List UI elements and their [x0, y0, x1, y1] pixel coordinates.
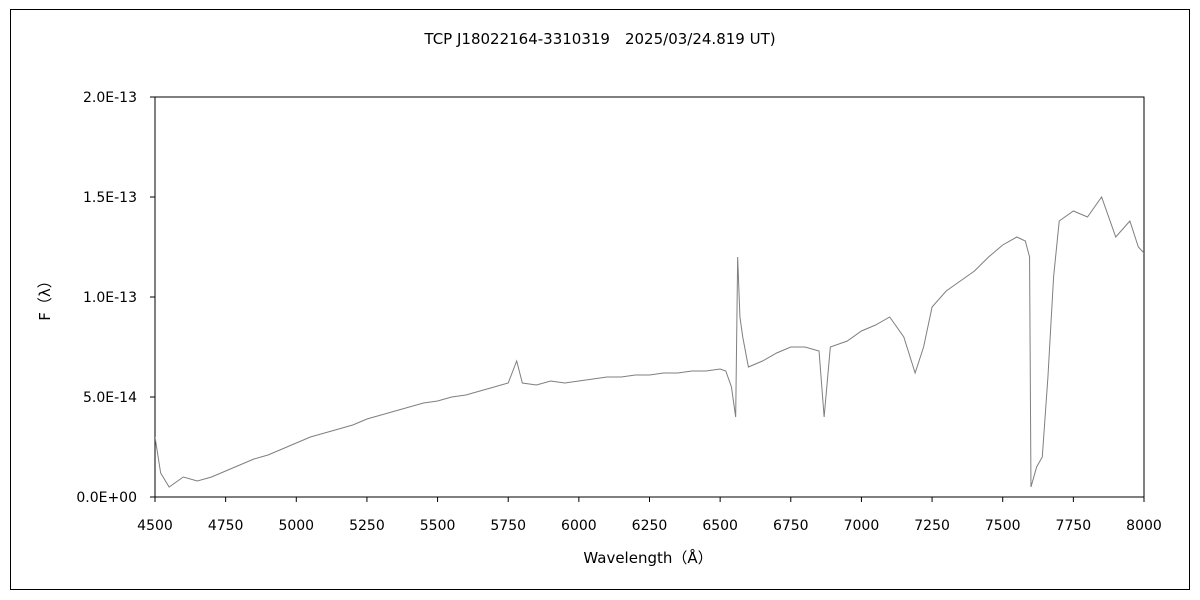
x-tick-label: 6500 [702, 518, 738, 534]
x-tick-label: 7250 [914, 518, 950, 534]
x-tick-label: 8000 [1126, 518, 1162, 534]
x-axis-label: Wavelength（Å） [583, 548, 712, 567]
x-tick-label: 5750 [490, 518, 526, 534]
x-tick-label: 6000 [561, 518, 597, 534]
x-tick-label: 5000 [278, 518, 314, 534]
y-tick-label: 1.0E-13 [83, 290, 137, 306]
x-tick-label: 6750 [773, 518, 809, 534]
y-tick-label: 1.5E-13 [83, 190, 137, 206]
x-tick-label: 5250 [349, 518, 385, 534]
chart-title: TCP J18022164-3310319 2025/03/24.819 UT) [423, 30, 775, 48]
x-tick-label: 5500 [420, 518, 456, 534]
y-tick-label: 0.0E+00 [76, 490, 137, 506]
y-tick-label: 5.0E-14 [83, 390, 137, 406]
x-tick-label: 4750 [208, 518, 244, 534]
x-tick-label: 4500 [137, 518, 173, 534]
y-axis-ticks: 0.0E+00 5.0E-14 1.0E-13 1.5E-13 2.0E-13 [76, 90, 155, 506]
plot-area [154, 96, 1145, 498]
x-axis-ticks: 4500 4750 5000 5250 5500 5750 6000 6250 6500 6750… [137, 497, 1162, 534]
y-tick-label: 2.0E-13 [83, 90, 137, 106]
x-tick-label: 7500 [985, 518, 1021, 534]
series-line [155, 195, 1144, 488]
y-axis-label: F（λ） [36, 273, 54, 321]
spectrum-series [155, 195, 1144, 488]
x-tick-label: 6250 [632, 518, 668, 534]
chart-frame [10, 9, 1190, 590]
x-tick-label: 7750 [1056, 518, 1092, 534]
x-tick-label: 7000 [844, 518, 880, 534]
